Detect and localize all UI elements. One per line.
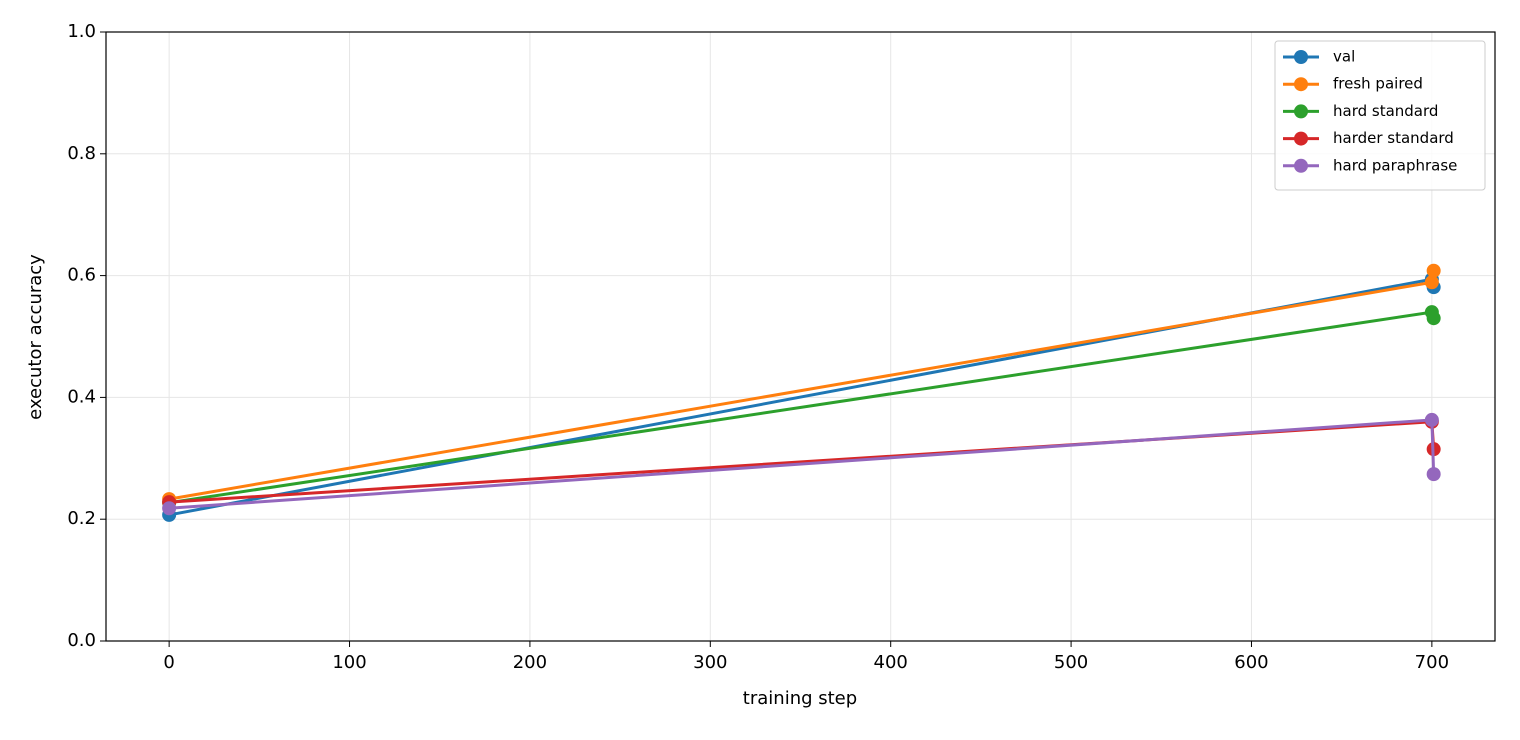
y-tick-label: 0.8 <box>67 143 96 164</box>
x-tick-label: 700 <box>1415 652 1449 673</box>
legend-box <box>1274 40 1486 191</box>
y-axis-label: executor accuracy <box>25 254 46 420</box>
point <box>1426 263 1441 278</box>
point <box>1426 311 1441 326</box>
x-tick-label: 100 <box>332 652 366 673</box>
legend-label: fresh paired <box>1333 75 1423 93</box>
legend-label: harder standard <box>1333 129 1454 147</box>
x-tick-label: 200 <box>513 652 547 673</box>
x-axis-label: training step <box>743 688 857 709</box>
x-tick-label: 600 <box>1234 652 1268 673</box>
x-tick-label: 300 <box>693 652 727 673</box>
y-tick-label: 0.0 <box>67 630 96 651</box>
series-line <box>168 310 1436 505</box>
legend-marker <box>1294 50 1308 64</box>
y-tick-label: 1.0 <box>67 21 96 42</box>
legend-marker <box>1294 131 1308 146</box>
x-tick-label: 500 <box>1054 652 1088 673</box>
legend-label: hard paraphrase <box>1333 156 1457 174</box>
x-tick-label: 400 <box>874 652 908 673</box>
y-tick-label: 0.6 <box>67 265 96 286</box>
point <box>162 501 177 516</box>
point <box>1426 467 1441 482</box>
series-line <box>169 418 1436 510</box>
legend-marker <box>1294 158 1308 173</box>
y-tick-label: 0.4 <box>67 386 96 407</box>
x-tick-label: 0 <box>163 652 174 673</box>
point <box>1424 275 1439 290</box>
point <box>1424 412 1439 427</box>
legend: val fresh paired hard standard harder stand… <box>1274 40 1486 191</box>
legend-label: val <box>1333 48 1355 66</box>
legend-marker <box>1294 77 1308 92</box>
plot-frame <box>105 31 1496 642</box>
legend-marker <box>1294 104 1308 119</box>
y-tick-label: 0.2 <box>67 508 96 529</box>
legend-label: hard standard <box>1333 102 1438 120</box>
